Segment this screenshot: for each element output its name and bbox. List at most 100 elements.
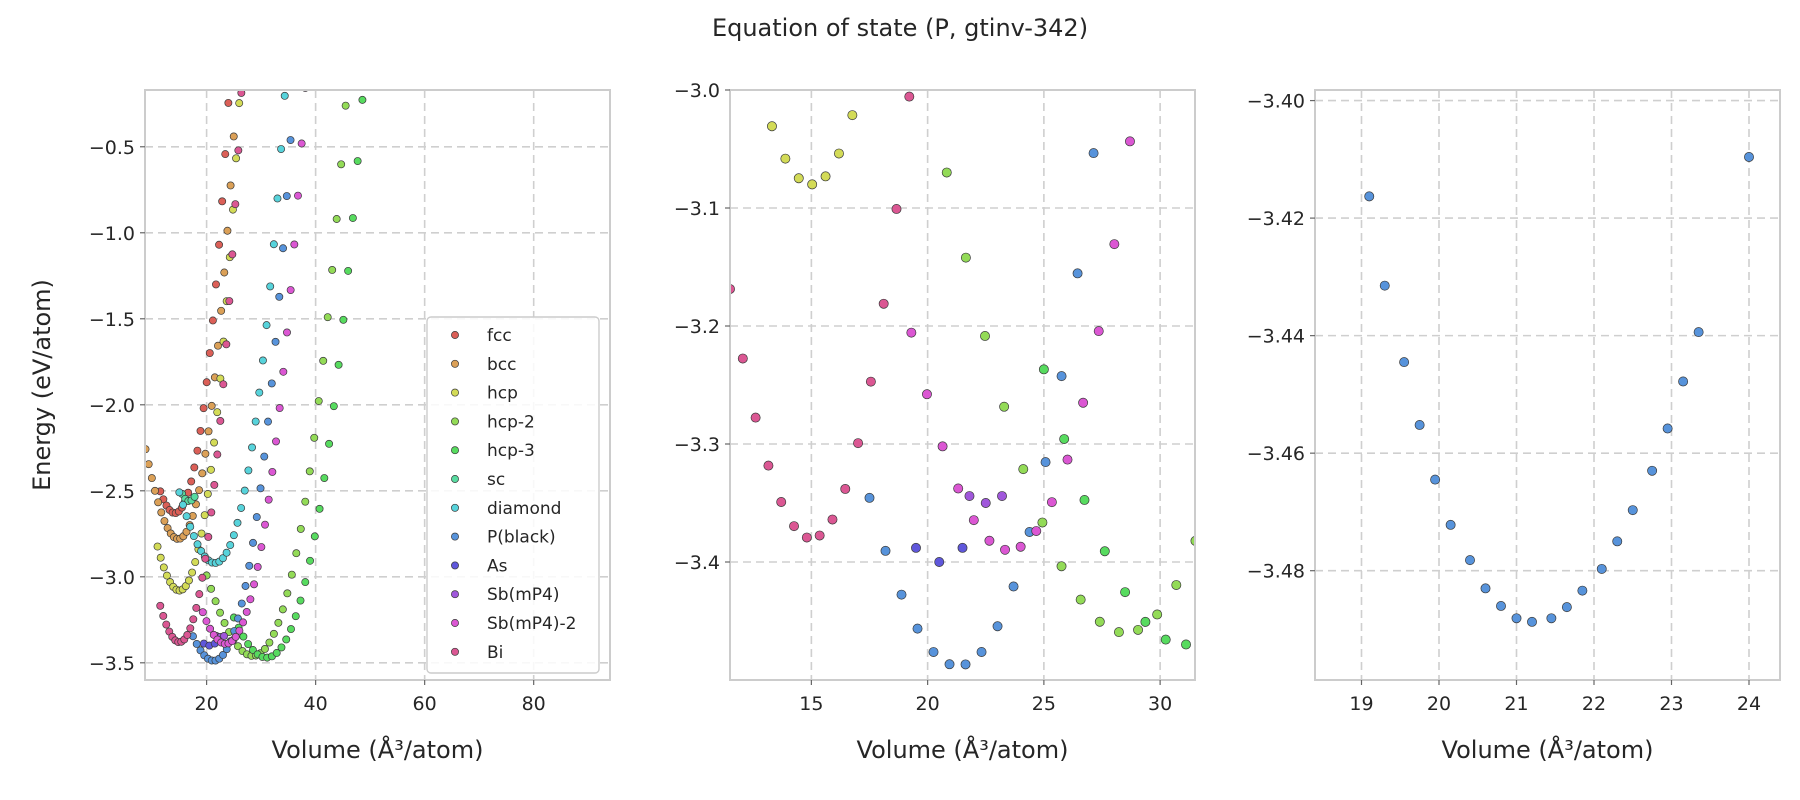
data-point-diamond [175,488,184,497]
legend-marker [451,388,459,397]
data-point-bi [904,91,915,102]
data-point-bcc [214,341,222,350]
data-point-hcp-2 [1018,464,1029,475]
legend-marker [451,619,459,627]
data-point-hcp-2 [319,356,328,365]
data-point-fcc [190,463,199,472]
data-point-sb-mp4-2 [1046,497,1057,508]
panel-3-grid [1315,90,1780,680]
x-tick-label: 60 [413,693,437,715]
data-point-diamond [251,417,260,426]
data-point-hcp-2 [337,160,346,169]
data-point-fcc [199,404,208,413]
data-point-bcc [207,401,216,410]
data-point-sb-mp4-2 [968,515,979,526]
data-point-hcp [210,438,219,447]
data-point-sb-mp4-2 [1078,397,1089,408]
panel-1-points [145,90,367,665]
data-point-bi [222,340,231,349]
data-point-sb-mp4-2 [286,286,295,294]
data-point-sb-mp4-2 [984,535,995,546]
legend-entry-label: As [487,556,508,576]
data-point-bi [789,521,799,532]
panel-2-x-axis-label: Volume (Å³/atom) [857,735,1069,764]
panel-2-frame [729,89,1196,681]
data-point-bi [231,200,240,209]
x-tick-label: 80 [522,693,546,715]
data-point-bi [827,514,838,525]
data-point-diamond [226,541,235,550]
data-point-bcc [160,517,169,525]
x-tick-label: 25 [1032,693,1056,715]
data-point-hcp [188,568,197,577]
legend-entry-label: hcp-3 [487,441,535,461]
data-point-diamond [266,282,275,291]
data-point-sb-mp4-2 [206,624,215,633]
data-point-bi [186,624,195,633]
data-point-hcp-2 [1094,616,1105,627]
y-tick-label: −3.42 [1247,208,1305,230]
data-point-p-black- [245,561,254,570]
data-point-hcp [767,121,777,132]
panel-2-y-ticks: −3.4 −3.3 −3.2 −3.1 −3.0 [674,80,730,574]
data-point-bi [234,146,243,155]
y-tick-label: −1.0 [89,223,135,245]
data-point-bi [213,450,222,459]
data-point-sb-mp4- [997,491,1007,502]
data-point-bi [219,380,228,389]
legend-marker [451,647,459,656]
data-point-hcp-2 [960,252,971,263]
data-point-p-black- [960,659,971,670]
data-point-p-black- [1496,601,1506,611]
data-point-hcp-2 [274,618,283,627]
panel-1-x-ticks: 20 40 60 80 [195,680,546,715]
data-point-sb-mp4-2 [261,520,269,529]
data-point-p-black- [282,192,291,200]
data-point-diamond [269,240,278,249]
data-point-p-black- [1527,616,1537,627]
data-point-bi [195,590,204,599]
data-point-bi [198,573,207,582]
data-point-sb-mp4-2 [239,618,248,627]
data-point-hcp-2 [1037,517,1048,528]
data-point-diamond [193,540,202,549]
data-point-diamond [186,522,195,531]
data-point-bi [192,604,201,612]
data-point-p-black- [241,582,250,590]
data-point-diamond [255,388,264,397]
data-point-hcp-3 [339,315,348,324]
data-point-fcc [208,316,217,325]
data-point-hcp [200,511,209,520]
x-tick-label: 22 [1582,693,1606,715]
data-point-sb-mp4- [964,491,975,502]
data-point-hcp [847,110,858,121]
data-point-hcp-2 [1113,627,1124,638]
data-point-sb-mp4-2 [1109,239,1120,250]
data-point-bcc [220,268,229,277]
data-point-as [911,542,921,553]
x-tick-label: 21 [1504,693,1528,715]
data-point-sb-mp4-2 [1031,526,1042,537]
y-tick-label: −3.46 [1247,443,1305,465]
data-point-hcp-2 [310,433,319,442]
data-point-hcp [807,179,818,190]
data-point-sb-mp4-2 [202,617,211,626]
data-point-sb-mp4-2 [906,327,917,338]
y-tick-label: −3.4 [674,552,720,574]
panel-zoom-pblack: 19 20 21 22 23 24 −3.48 −3.46 −3.44 −3.42 −3.40 V… [1247,89,1781,764]
x-tick-label: 30 [1148,693,1172,715]
data-point-hcp-2 [292,549,301,558]
data-point-hcp-2 [260,645,269,653]
legend-entry-label: Bi [487,643,503,663]
data-point-hcp-3 [1181,639,1191,650]
panel-full-range: 20 40 60 80 −3.5 −3.0 −2.5 −2.0 −1.5 −1.0 −0.5 Vo… [28,89,611,764]
data-point-hcp-2 [1190,535,1195,546]
data-point-sb-mp4-2 [242,607,251,616]
data-point-p-black- [928,647,939,657]
data-point-hcp [163,571,171,580]
data-point-sb-mp4-2 [1000,544,1010,555]
data-point-p-black- [275,292,284,301]
x-tick-label: 15 [799,693,823,715]
data-point-bi [840,483,851,494]
data-point-bcc [201,449,210,458]
